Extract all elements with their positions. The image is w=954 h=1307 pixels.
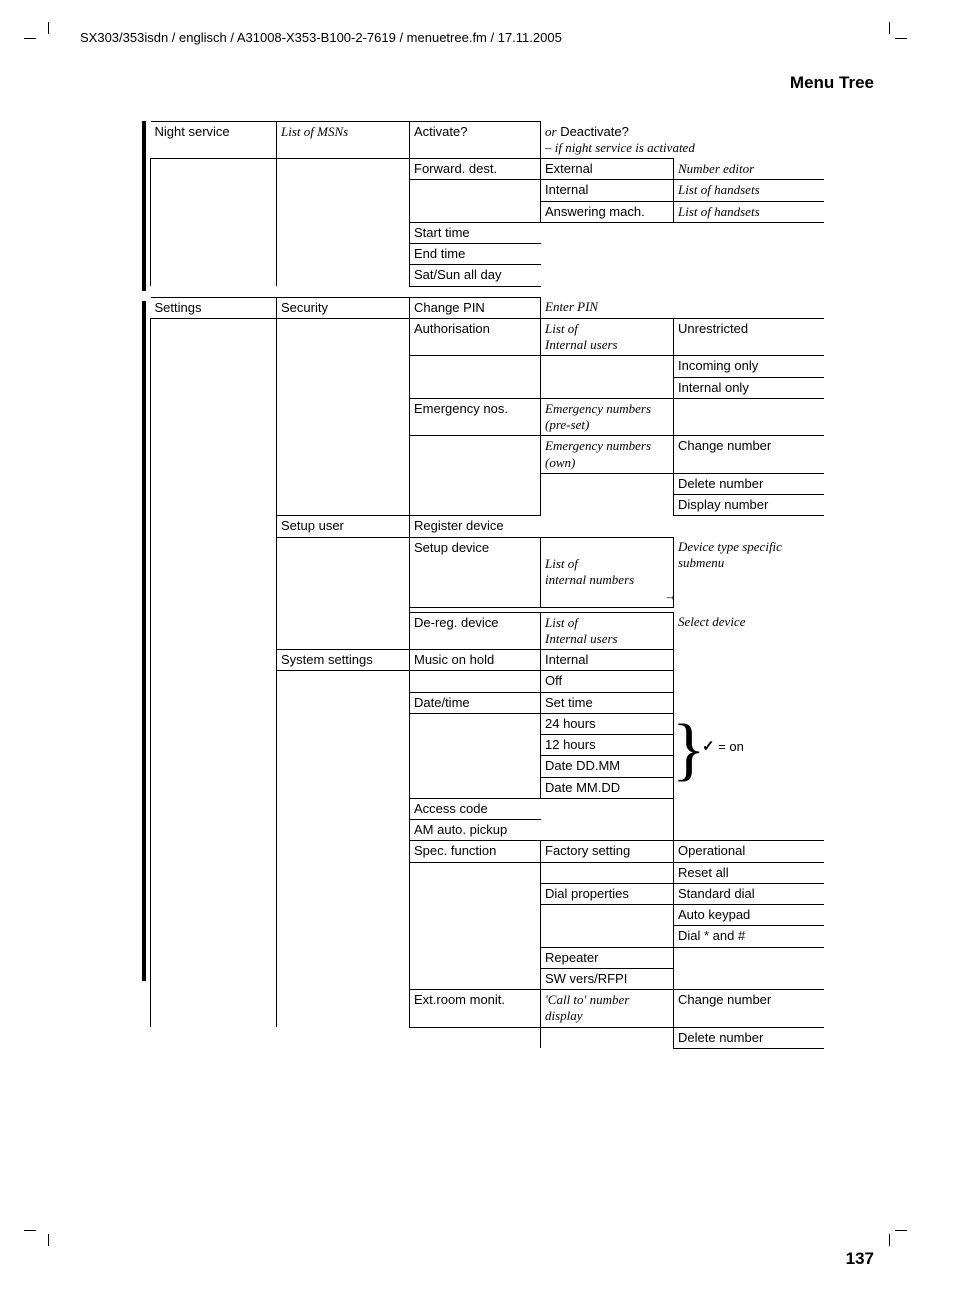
cell: Factory setting	[541, 841, 674, 862]
doc-header-path: SX303/353isdn / englisch / A31008-X353-B…	[80, 30, 904, 45]
cell: Music on hold	[410, 650, 541, 671]
cell: Emergency numbers (pre-set)	[541, 398, 674, 436]
txt: List of internal numbers	[545, 556, 634, 587]
cell: Register device	[410, 516, 541, 537]
cell: Date MM.DD	[541, 777, 674, 798]
txt: – if night service is activated	[545, 140, 695, 155]
cell: Authorisation	[410, 318, 541, 356]
cell: Sat/Sun all day	[410, 265, 541, 286]
cell: } ✓ = on	[674, 692, 825, 798]
cell: SW vers/RFPI	[541, 968, 674, 989]
arrow-icon: →	[664, 588, 677, 604]
cell: Setup user	[277, 516, 410, 537]
cell: Answering mach.	[541, 201, 674, 222]
cell: Access code	[410, 798, 541, 819]
cell: Change number	[674, 436, 825, 474]
cell: 12 hours	[541, 735, 674, 756]
cell: List of internal numbers →	[541, 537, 674, 607]
cell: List of handsets	[674, 180, 825, 201]
cell: Internal	[541, 650, 674, 671]
cell: Dial * and #	[674, 926, 825, 947]
cell: List of MSNs	[277, 122, 410, 159]
cell: Incoming only	[674, 356, 825, 377]
cell: Dial properties	[541, 883, 674, 904]
menu-tree-table-2: Settings Security Change PIN Enter PIN A…	[150, 297, 824, 1049]
cell: Settings	[151, 297, 277, 318]
cell: Repeater	[541, 947, 674, 968]
cell: Standard dial	[674, 883, 825, 904]
cell: Display number	[674, 495, 825, 516]
cell: Off	[541, 671, 674, 692]
cell: Date DD.MM	[541, 756, 674, 777]
cell: List of Internal users	[541, 612, 674, 650]
cell: AM auto. pickup	[410, 820, 541, 841]
cell: Ext.room monit.	[410, 990, 541, 1028]
cell: Unrestricted	[674, 318, 825, 356]
cell: 24 hours	[541, 713, 674, 734]
check-icon: ✓	[702, 738, 715, 755]
cell: Spec. function	[410, 841, 541, 862]
menu-tree-table: Night service List of MSNs Activate? or …	[150, 121, 824, 297]
section-bar	[142, 301, 146, 981]
cell: Set time	[541, 692, 674, 713]
txt: or	[545, 124, 557, 139]
cell: System settings	[277, 650, 410, 671]
cell: 'Call to' number display	[541, 990, 674, 1028]
cell: Number editor	[674, 159, 825, 180]
page-number: 137	[50, 1249, 874, 1269]
cell: Device type specific submenu	[674, 537, 825, 607]
on-label: = on	[718, 739, 744, 754]
cell: External	[541, 159, 674, 180]
page-title: Menu Tree	[50, 73, 874, 93]
cell: Emergency numbers (own)	[541, 436, 674, 474]
cell: Enter PIN	[541, 297, 674, 318]
cell: Delete number	[674, 1027, 825, 1048]
brace-icon: }	[672, 722, 706, 778]
cell: List of handsets	[674, 201, 825, 222]
cell: Date/time	[410, 692, 541, 713]
cell: Change PIN	[410, 297, 541, 318]
cell: Start time	[410, 222, 541, 243]
cell: Select device	[674, 612, 825, 650]
cell: De-reg. device	[410, 612, 541, 650]
cell: Delete number	[674, 473, 825, 494]
txt: Deactivate?	[560, 124, 629, 139]
cell: Security	[277, 297, 410, 318]
cell: Forward. dest.	[410, 159, 541, 180]
section-bar	[142, 121, 146, 291]
cell: Internal only	[674, 377, 825, 398]
cell: or Deactivate? – if night service is act…	[541, 122, 825, 159]
cell: Night service	[151, 122, 277, 159]
cell: Change number	[674, 990, 825, 1028]
cell: End time	[410, 244, 541, 265]
cell: List of Internal users	[541, 318, 674, 356]
cell: Activate?	[410, 122, 541, 159]
cell: Operational	[674, 841, 825, 862]
cell: Reset all	[674, 862, 825, 883]
cell: Auto keypad	[674, 905, 825, 926]
cell: Setup device	[410, 537, 541, 607]
cell: Emergency nos.	[410, 398, 541, 436]
cell: Internal	[541, 180, 674, 201]
